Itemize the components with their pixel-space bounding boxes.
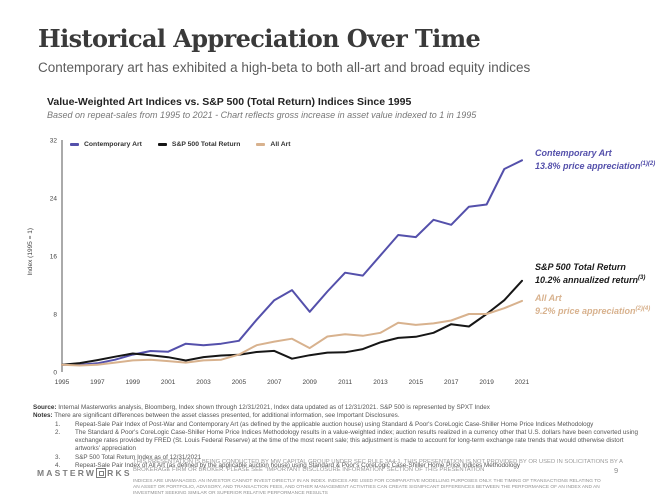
x-tick-label: 2013 xyxy=(373,379,388,386)
footnote-1: 1. Repeat-Sale Pair Index of Post-War and… xyxy=(55,420,594,428)
logo-text-prefix: MASTERW xyxy=(37,468,97,478)
footer-disclaimer-primary: THIS PRESENTATION IS BEING CONDUCTED BY … xyxy=(133,459,623,473)
annotation-all-art: All Art 9.2% price appreciation(2)(4) xyxy=(535,293,667,317)
logo-text-suffix: RKS xyxy=(107,468,132,478)
x-tick-label: 2021 xyxy=(515,379,529,386)
logo-square-o-icon xyxy=(96,468,107,478)
x-tick-label: 2011 xyxy=(338,379,352,386)
x-tick-label: 2001 xyxy=(161,379,176,386)
footer-disclaimer-secondary: INDICES ARE UNMANAGED. AN INVESTOR CANNO… xyxy=(133,479,601,497)
legend-item-all-art: All Art xyxy=(256,141,291,148)
contemporary-art-line xyxy=(61,159,523,366)
annotation-line2: 10.2% annualized return(3) xyxy=(535,275,646,285)
legend-dash-contemporary-art xyxy=(70,143,79,146)
y-tick-label: 0 xyxy=(53,369,57,376)
source-line: Source: Internal Masterworks analysis, B… xyxy=(33,404,490,411)
footnote-4: 4. Repeat-Sale Pair Index of All Art (as … xyxy=(55,462,521,470)
legend-dash-sp500 xyxy=(157,143,167,146)
y-tick-label: 24 xyxy=(50,195,58,202)
legend-dash-all-art xyxy=(256,143,266,146)
annotation-line2: 9.2% price appreciation(2)(4) xyxy=(535,306,651,316)
footnote-ref: (3) xyxy=(638,275,646,281)
footnote-3: 3. S&P 500 Total Return Index as of 12/31… xyxy=(55,453,202,461)
y-tick-label: 32 xyxy=(50,137,58,144)
x-tick-label: 2015 xyxy=(409,379,424,386)
footnotes: Source: Internal Masterworks analysis, B… xyxy=(33,404,641,470)
annotation-line1: S&P 500 Total Return xyxy=(535,262,626,272)
legend-label: All Art xyxy=(270,141,291,148)
chart-legend: Contemporary Art S&P 500 Total Return Al… xyxy=(70,141,291,148)
legend-label: S&P 500 Total Return xyxy=(171,141,241,148)
page-number: 9 xyxy=(614,466,619,475)
x-tick-label: 2017 xyxy=(444,379,459,386)
annotation-line2: 13.8% price appreciation(1)(2) xyxy=(535,161,656,171)
footnote-ref: (2)(4) xyxy=(635,306,651,312)
legend-label: Contemporary Art xyxy=(84,141,142,148)
footnote-ref: (1)(2) xyxy=(640,161,656,167)
notes-line: Notes: There are significant differences… xyxy=(33,412,400,420)
x-tick-label: 2003 xyxy=(196,379,211,386)
chart-subtitle: Based on repeat-sales from 1995 to 2021 … xyxy=(47,110,477,120)
x-tick-label: 2019 xyxy=(479,379,494,386)
masterworks-logo: MASTERW RKS xyxy=(37,468,132,478)
chart-title: Value-Weighted Art Indices vs. S&P 500 (… xyxy=(47,96,412,108)
x-tick-label: 2009 xyxy=(302,379,317,386)
annotation-sp500: S&P 500 Total Return 10.2% annualized re… xyxy=(535,262,667,286)
page-subtitle: Contemporary art has exhibited a high-be… xyxy=(38,60,531,75)
annotation-line1: All Art xyxy=(535,293,562,303)
x-tick-label: 1999 xyxy=(126,379,141,386)
x-tick-label: 2007 xyxy=(267,379,282,386)
x-tick-label: 1997 xyxy=(90,379,105,386)
footnote-2: 2. The Standard & Poor's CoreLogic Case-S… xyxy=(55,428,638,453)
all-art-line xyxy=(61,299,523,367)
legend-item-sp500: S&P 500 Total Return xyxy=(157,141,241,148)
line-chart: 0 8 16 24 32 1995 1997 1999 2001 2003 2005 2007 2009… xyxy=(50,137,529,386)
x-tick-label: 1995 xyxy=(55,379,70,386)
s-p-500-total-return-line xyxy=(61,279,523,366)
annotation-line1: Contemporary Art xyxy=(535,148,612,158)
page-title: Historical Appreciation Over Time xyxy=(38,24,481,53)
legend-item-contemporary-art: Contemporary Art xyxy=(70,141,142,148)
y-tick-label: 16 xyxy=(50,253,58,260)
annotation-contemporary-art: Contemporary Art 13.8% price appreciatio… xyxy=(535,148,667,172)
y-tick-label: 8 xyxy=(53,311,57,318)
x-tick-label: 2005 xyxy=(232,379,247,386)
